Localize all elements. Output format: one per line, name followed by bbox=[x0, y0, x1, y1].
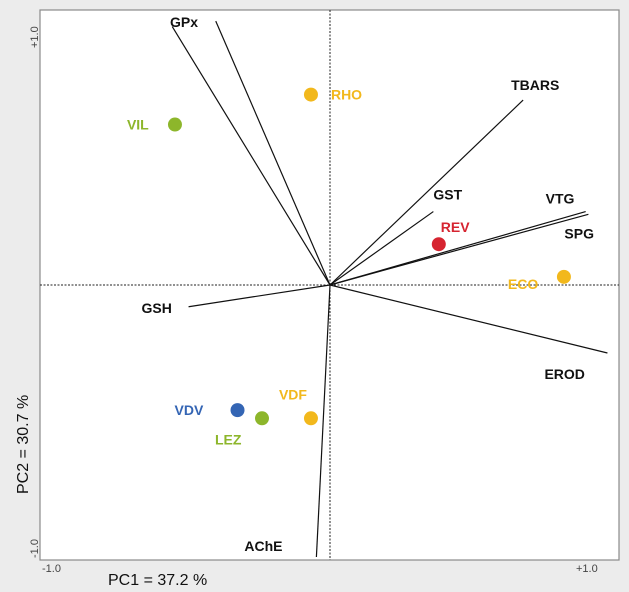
variable-label-vtg: VTG bbox=[546, 191, 575, 207]
site-point-rev bbox=[431, 237, 446, 252]
site-label-vdv: VDV bbox=[175, 402, 204, 418]
site-point-rho bbox=[303, 87, 318, 102]
site-label-eco: ECO bbox=[508, 276, 538, 292]
site-point-vdv bbox=[230, 403, 245, 418]
loading-vector-gsh bbox=[188, 284, 331, 308]
y-tick-bottom: -1.0 bbox=[29, 539, 41, 558]
loading-vector-gpx bbox=[215, 20, 331, 286]
variable-label-tbars: TBARS bbox=[511, 77, 559, 93]
x-tick-right: +1.0 bbox=[576, 563, 598, 575]
loading-vector-erod bbox=[329, 284, 608, 354]
loading-vector-gpx bbox=[171, 26, 331, 286]
x-axis-title: PC1 = 37.2 % bbox=[108, 572, 207, 589]
loading-vector-tbars bbox=[329, 99, 524, 286]
site-label-vil: VIL bbox=[127, 117, 149, 133]
site-point-eco bbox=[556, 269, 571, 284]
site-label-lez: LEZ bbox=[215, 431, 242, 447]
variable-label-gst: GST bbox=[433, 187, 462, 203]
site-point-vil bbox=[167, 117, 182, 132]
variable-label-ache: AChE bbox=[244, 538, 282, 554]
variable-label-erod: EROD bbox=[544, 366, 584, 382]
variable-label-gpx: GPx bbox=[170, 14, 198, 30]
variable-label-spg: SPG bbox=[564, 225, 594, 241]
x-tick-left: -1.0 bbox=[42, 563, 61, 575]
site-point-lez bbox=[255, 411, 269, 426]
y-tick-top: +1.0 bbox=[29, 26, 41, 48]
variable-label-gsh: GSH bbox=[142, 300, 172, 316]
loading-vector-ache bbox=[315, 284, 331, 558]
site-label-rho: RHO bbox=[331, 87, 362, 103]
site-label-rev: REV bbox=[441, 219, 470, 235]
loading-vector-gst bbox=[329, 211, 434, 286]
site-label-vdf: VDF bbox=[279, 386, 307, 402]
y-axis-title: PC2 = 30.7 % bbox=[15, 395, 32, 494]
loading-vector-spg bbox=[329, 213, 589, 286]
site-point-vdf bbox=[303, 411, 318, 426]
